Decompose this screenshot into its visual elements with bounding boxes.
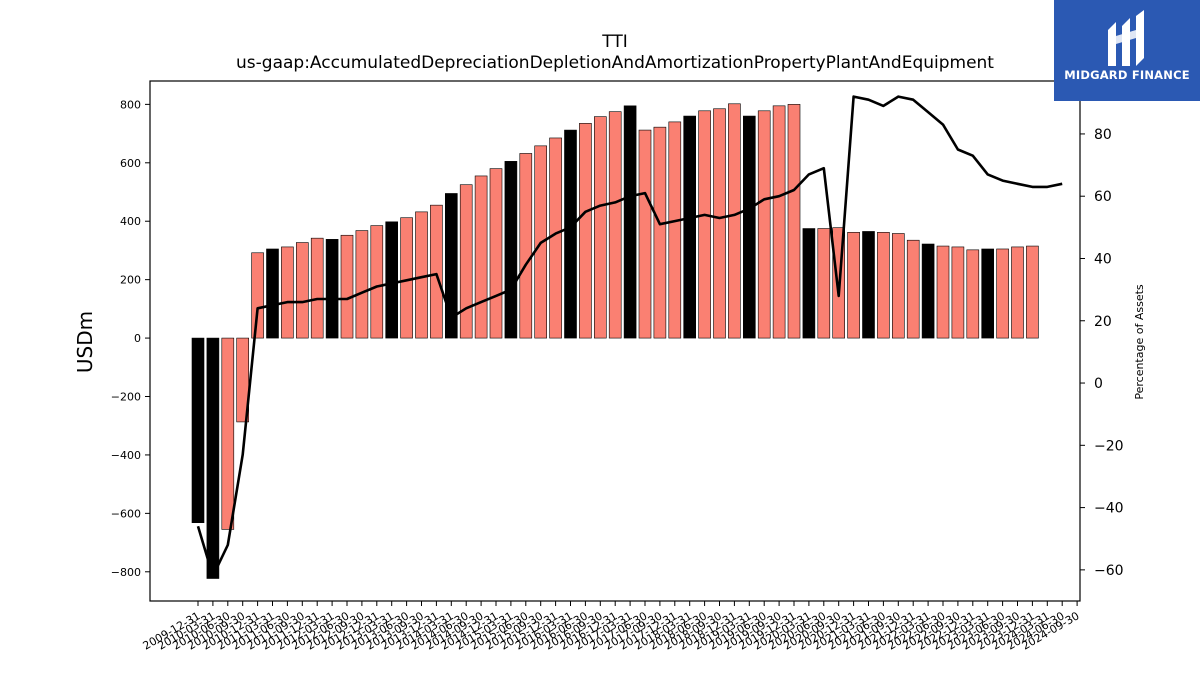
y-ticks-right: −60 −40 −20 0 20 40 60 80 xyxy=(1080,127,1124,579)
bar-45 xyxy=(862,231,875,339)
bar-2 xyxy=(221,337,235,530)
y-right-tick-label-7: 80 xyxy=(1094,127,1112,143)
y-right-tick-label-3: 0 xyxy=(1094,376,1103,392)
bar-36 xyxy=(728,103,741,339)
chart-title: TTI xyxy=(601,32,627,52)
bar-13 xyxy=(385,221,399,339)
y-tick-label-6: 400 xyxy=(120,215,141,228)
bar-29 xyxy=(623,105,637,339)
y-axis-label: USDm xyxy=(73,311,97,373)
bar-18 xyxy=(459,184,473,339)
bar-51 xyxy=(951,246,965,339)
bar-10 xyxy=(340,234,354,339)
y-right-tick-label-5: 40 xyxy=(1094,251,1112,267)
bar-8 xyxy=(310,237,324,339)
bar-55 xyxy=(1011,246,1024,339)
line-series-0 xyxy=(196,95,1063,578)
midgard-logo-icon xyxy=(1108,10,1144,66)
bar-38 xyxy=(757,110,771,339)
bar-28 xyxy=(608,111,622,339)
bar-42 xyxy=(817,228,831,339)
bar-4 xyxy=(251,252,264,339)
y-right-tick-label-6: 60 xyxy=(1094,189,1112,205)
y-right-tick-label-0: −60 xyxy=(1094,563,1124,579)
chart-subtitle: us-gaap:AccumulatedDepreciationDepletion… xyxy=(236,53,994,73)
bar-26 xyxy=(579,123,592,339)
bar-24 xyxy=(549,137,562,339)
bar-33 xyxy=(683,115,697,339)
y-tick-label-0: −800 xyxy=(111,566,141,579)
bar-6 xyxy=(281,246,294,339)
bar-30 xyxy=(638,129,652,339)
bar-16 xyxy=(430,204,443,339)
bar-12 xyxy=(370,225,384,339)
y-right-tick-label-2: −20 xyxy=(1094,438,1124,454)
bar-48 xyxy=(906,239,920,339)
y-tick-label-7: 600 xyxy=(120,157,141,170)
bar-3 xyxy=(236,337,249,423)
bar-50 xyxy=(936,245,950,339)
y-tick-label-3: −200 xyxy=(111,391,141,404)
bar-53 xyxy=(981,248,995,339)
bar-5 xyxy=(266,248,279,339)
y-ticks-left: −800 −600 −400 −200 0 200 400 600 800 xyxy=(111,98,150,579)
bar-34 xyxy=(698,110,711,339)
logo: MIDGARD FINANCE xyxy=(1054,0,1200,101)
bar-46 xyxy=(877,232,890,339)
bar-35 xyxy=(713,108,726,339)
bar-54 xyxy=(996,248,1009,339)
bar-15 xyxy=(415,211,428,339)
bar-7 xyxy=(295,242,309,339)
y-tick-label-2: −400 xyxy=(111,449,141,462)
bar-40 xyxy=(787,104,801,339)
bar-41 xyxy=(802,228,816,339)
logo-brand: MIDGARD FINANCE xyxy=(1064,68,1190,82)
bar-52 xyxy=(966,249,980,339)
bar-56 xyxy=(1026,245,1039,339)
bar-37 xyxy=(742,115,756,339)
y-right-tick-label-4: 20 xyxy=(1094,314,1112,330)
bar-22 xyxy=(519,153,533,339)
bar-1 xyxy=(206,337,220,579)
bar-19 xyxy=(474,175,488,339)
bar-17 xyxy=(444,193,458,339)
bar-32 xyxy=(668,121,682,339)
bar-49 xyxy=(921,243,935,339)
x-ticks: 2009-12-312010-03-312010-06-302010-09-30… xyxy=(141,601,1082,653)
y-right-tick-label-1: −40 xyxy=(1094,501,1124,517)
bar-25 xyxy=(564,129,577,339)
bar-20 xyxy=(489,168,503,339)
bars-group xyxy=(191,103,1039,579)
bar-47 xyxy=(891,233,905,339)
y-tick-label-1: −600 xyxy=(111,507,141,520)
bar-21 xyxy=(504,161,518,339)
bar-11 xyxy=(355,230,369,339)
bar-0 xyxy=(191,337,205,524)
bar-39 xyxy=(772,105,786,339)
y-tick-label-4: 0 xyxy=(134,332,141,345)
bar-9 xyxy=(325,239,339,339)
y-tick-label-8: 800 xyxy=(120,98,141,111)
y-axis-right-label: Percentage of Assets xyxy=(1133,284,1146,400)
bar-31 xyxy=(653,126,667,339)
bar-14 xyxy=(400,217,413,339)
line-group xyxy=(196,95,1063,578)
y-tick-label-5: 200 xyxy=(120,274,141,287)
bar-44 xyxy=(847,232,860,339)
bar-27 xyxy=(593,116,607,339)
